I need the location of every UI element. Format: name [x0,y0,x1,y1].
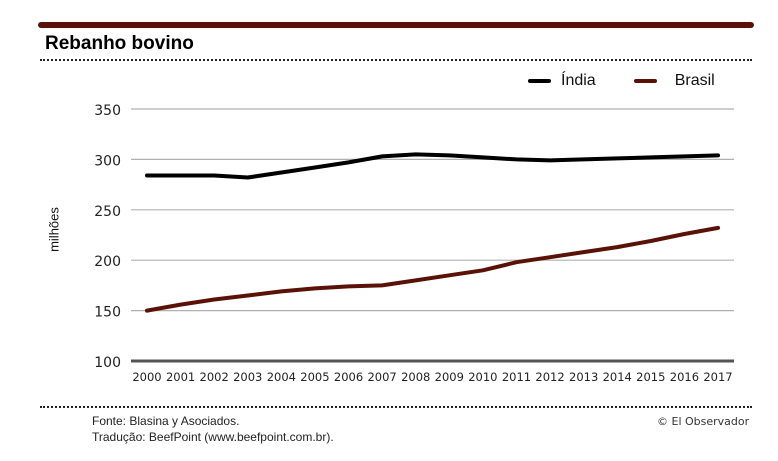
x-tick-label: 2004 [267,370,296,384]
source-text: Fonte: Blasina y Asociados. [92,414,240,428]
legend-label-brasil: Brasil [674,72,715,89]
legend-item-brasil: Brasil [633,72,715,90]
x-tick-label: 2006 [334,370,363,384]
y-tick-labels: 100 150 200 250 300 350 [94,103,121,371]
x-tick-label: 2014 [603,370,632,384]
x-tick-labels: 2000 2001 2002 2003 2004 2005 2006 2007 2008 2009… [132,370,732,384]
x-tick-label: 2010 [468,370,497,384]
gridlines [131,108,734,363]
footer-source: Fonte: Blasina y Asociados. Tradução: Be… [92,413,334,445]
legend-item-india: Índia [528,72,596,90]
x-tick-label: 2015 [636,370,665,384]
chart-title: Rebanho bovino [45,33,194,54]
x-tick-label: 2017 [703,370,732,384]
y-tick-label: 350 [94,103,121,119]
x-tick-label: 2009 [435,370,464,384]
x-tick-label: 2012 [535,370,564,384]
footer-divider [40,406,752,408]
y-tick-label: 250 [94,204,121,220]
x-tick-label: 2003 [233,370,262,384]
legend: Índia Brasil [528,72,715,90]
x-tick-label: 2005 [300,370,329,384]
copyright: © El Observador [657,415,750,428]
legend-swatch-india [528,79,551,83]
x-tick-label: 2000 [132,370,161,384]
legend-swatch-brasil [633,79,657,83]
y-tick-label: 150 [94,305,121,321]
title-divider [40,59,752,61]
top-accent-bar [38,22,754,28]
x-tick-label: 2008 [401,370,430,384]
series-lines [145,152,720,313]
x-tick-label: 2002 [200,370,229,384]
legend-label-india: Índia [561,72,596,89]
x-tick-label: 2011 [502,370,531,384]
x-tick-label: 2016 [670,370,699,384]
translation-text: Tradução: BeefPoint (www.beefpoint.com.b… [92,430,334,444]
x-tick-label: 2007 [367,370,396,384]
y-tick-label: 300 [94,153,121,169]
series-line-india [145,152,720,180]
x-tick-label: 2001 [166,370,195,384]
x-tick-label: 2013 [569,370,598,384]
series-line-brasil [145,225,720,313]
y-tick-label: 100 [94,355,121,371]
y-tick-label: 200 [94,254,121,270]
